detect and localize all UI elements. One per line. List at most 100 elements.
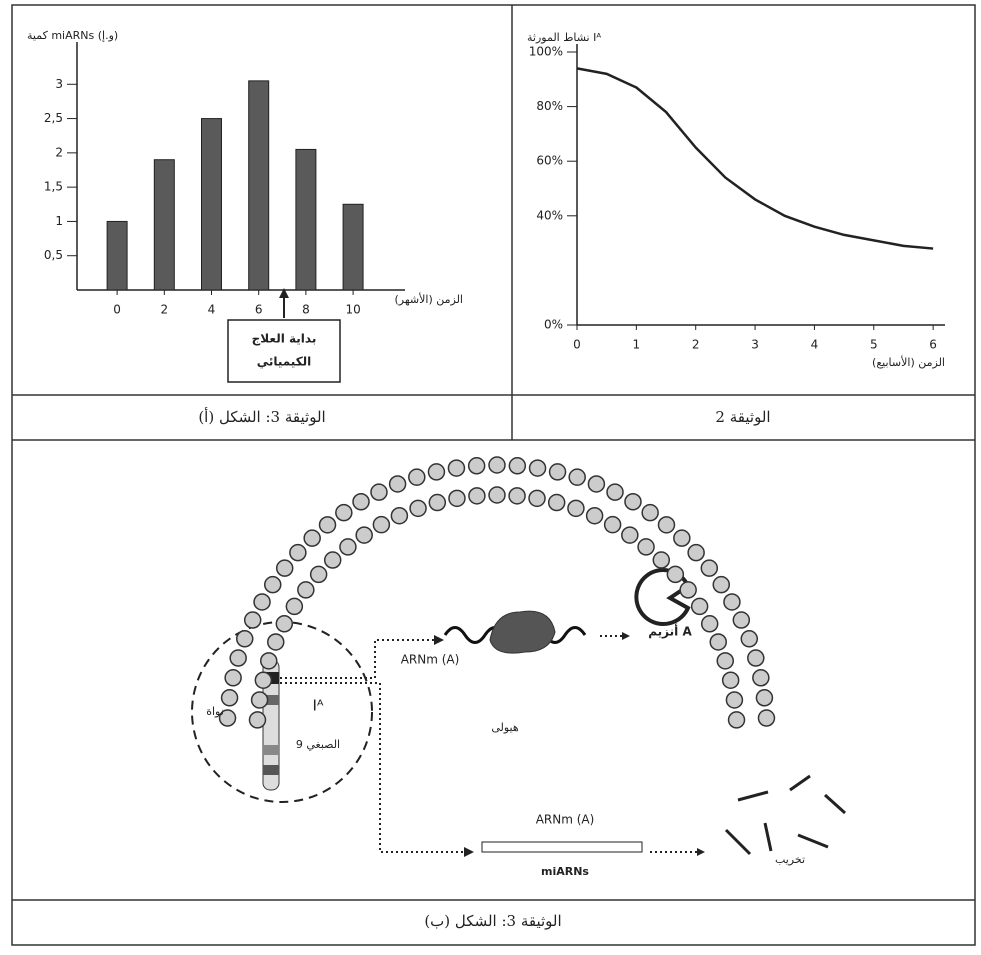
membrane-bead — [373, 517, 389, 533]
membrane-bead — [509, 458, 525, 474]
x-tick-label: 4 — [811, 338, 819, 352]
membrane-bead — [391, 508, 407, 524]
x-axis-label: الزمن (الأسابيع) — [872, 355, 945, 369]
membrane-bead — [549, 495, 565, 511]
bar — [202, 119, 222, 290]
label: ARNm (A) — [536, 813, 595, 827]
membrane-bead — [607, 484, 623, 500]
membrane-bead — [710, 634, 726, 650]
label: نواة — [206, 705, 224, 718]
annotation: الكيميائي — [257, 355, 312, 369]
membrane-bead — [469, 458, 485, 474]
membrane-bead — [336, 505, 352, 521]
membrane-bead — [298, 582, 314, 598]
membrane-bead — [748, 650, 764, 666]
membrane-bead — [723, 672, 739, 688]
label: الصبغي 9 — [296, 738, 340, 751]
membrane-bead — [530, 460, 546, 476]
membrane-bead — [268, 634, 284, 650]
x-tick-label: 10 — [345, 303, 360, 317]
membrane-bead — [569, 469, 585, 485]
line — [577, 68, 933, 248]
y-axis-label: كمية miARNs (و.إ) — [27, 29, 118, 42]
x-tick-label: 2 — [692, 338, 700, 352]
membrane-bead — [222, 690, 238, 706]
x-tick-label: 5 — [870, 338, 878, 352]
membrane-bead — [371, 484, 387, 500]
x-tick-label: 6 — [255, 303, 263, 317]
membrane-bead — [325, 552, 341, 568]
membrane-bead — [753, 670, 769, 686]
membrane-bead — [255, 672, 271, 688]
membrane-bead — [265, 577, 281, 593]
y-tick-label: 60% — [536, 154, 563, 168]
membrane-bead — [489, 457, 505, 473]
membrane-bead — [701, 560, 717, 576]
diagram — [192, 457, 845, 857]
caption: الوثيقة 3: الشكل (ب) — [424, 912, 561, 930]
x-tick-label: 6 — [929, 338, 937, 352]
bar — [249, 81, 269, 290]
membrane-bead — [605, 517, 621, 533]
membrane-bead — [245, 612, 261, 628]
membrane-bead — [429, 495, 445, 511]
membrane-bead — [729, 712, 745, 728]
bar — [154, 160, 174, 290]
membrane-bead — [353, 494, 369, 510]
membrane-bead — [252, 692, 268, 708]
membrane-bead — [254, 594, 270, 610]
y-tick-label: 40% — [536, 208, 563, 222]
membrane-bead — [756, 690, 772, 706]
label: تخريب — [775, 853, 805, 866]
membrane-bead — [428, 464, 444, 480]
membrane-bead — [713, 577, 729, 593]
membrane-bead — [726, 692, 742, 708]
membrane-bead — [290, 545, 306, 561]
membrane-bead — [390, 476, 406, 492]
membrane-bead — [320, 517, 336, 533]
caption: الوثيقة 2 — [715, 408, 770, 426]
x-tick-label: 0 — [573, 338, 581, 352]
membrane-bead — [587, 508, 603, 524]
membrane-bead — [680, 582, 696, 598]
y-tick-label: 100% — [529, 45, 563, 59]
label: أنزيم A — [648, 624, 692, 639]
membrane-bead — [625, 494, 641, 510]
membrane-bead — [230, 650, 246, 666]
membrane-bead — [356, 527, 372, 543]
membrane-bead — [311, 566, 327, 582]
membrane-bead — [653, 552, 669, 568]
membrane-bead — [717, 653, 733, 669]
membrane-bead — [237, 631, 253, 647]
y-tick-label: 0,5 — [44, 248, 63, 262]
membrane-bead — [674, 530, 690, 546]
membrane-bead — [658, 517, 674, 533]
x-tick-label: 4 — [208, 303, 216, 317]
y-tick-label: 2,5 — [44, 111, 63, 125]
membrane-bead — [249, 712, 265, 728]
membrane-bead — [409, 469, 425, 485]
y-tick-label: 2 — [55, 145, 63, 159]
bar — [343, 204, 363, 290]
label: Iᴬ — [313, 697, 324, 715]
membrane-bead — [276, 616, 292, 632]
bar — [107, 221, 127, 290]
membrane-bead — [758, 710, 774, 726]
membrane-bead — [449, 490, 465, 506]
label: miARNs — [541, 865, 589, 878]
membrane-bead — [448, 460, 464, 476]
y-tick-label: 0% — [544, 318, 563, 332]
membrane-bead — [304, 530, 320, 546]
y-tick-label: 80% — [536, 99, 563, 113]
membrane-bead — [692, 598, 708, 614]
membrane-bead — [622, 527, 638, 543]
x-tick-label: 8 — [302, 303, 310, 317]
y-tick-label: 3 — [55, 77, 63, 91]
caption: الوثيقة 3: الشكل (أ) — [198, 407, 325, 426]
x-tick-label: 2 — [160, 303, 168, 317]
page: الوثيقة 3: الشكل (أ) الوثيقة 2 الوثيقة 3… — [0, 0, 981, 951]
bar — [296, 149, 316, 290]
membrane-bead — [733, 612, 749, 628]
x-tick-label: 3 — [751, 338, 759, 352]
membrane-bead — [277, 560, 293, 576]
